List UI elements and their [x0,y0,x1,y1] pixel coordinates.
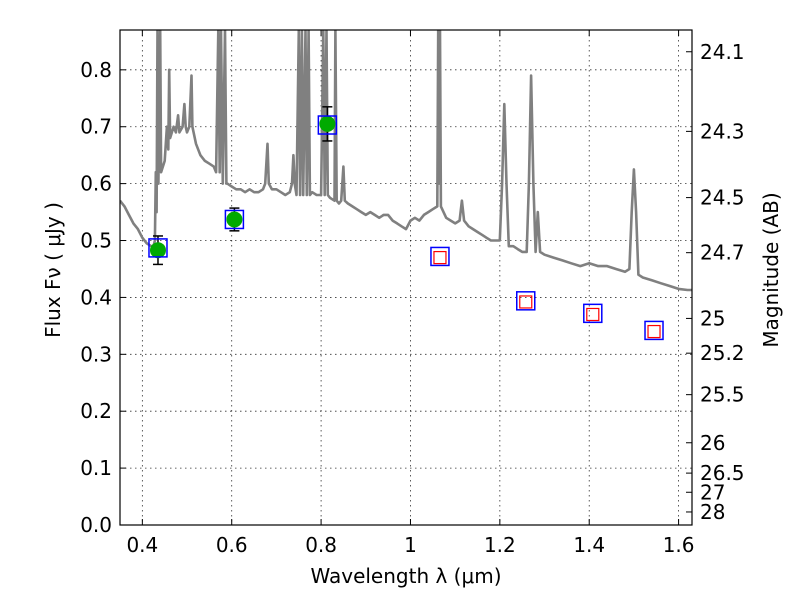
y-tick-label: 0.5 [80,229,112,253]
upper-limit-point [586,307,600,322]
observed-point [149,242,166,259]
y-tick-label: 0.8 [80,58,112,82]
model-photometry-point [430,246,450,267]
y2-axis-title: Magnitude (AB) [759,192,783,347]
x-tick-label: 0.8 [305,533,337,557]
grid-lines [120,30,692,526]
x-axis-ticks: 0.4 0.6 0.8 1 1.2 1.4 1.6 [126,30,695,557]
magnitude-tick-label: 26 [700,431,725,455]
y-tick-label: 0.6 [80,172,112,196]
y-tick-label: 0.3 [80,342,112,366]
upper-limit-point [519,295,533,309]
x-axis-title: Wavelength λ (μm) [310,564,501,588]
x-tick-label: 1.4 [573,533,605,557]
magnitude-tick-label: 24.1 [700,40,745,64]
y-tick-label: 0.2 [80,399,112,423]
plot-frame [119,29,693,526]
model-photometry-point [148,238,168,258]
magnitude-tick-label: 26.5 [700,461,745,485]
y-tick-label: 0.1 [80,456,112,480]
x-tick-label: 0.4 [126,533,158,557]
model-photometry-point [583,303,603,324]
magnitude-tick-label: 25.2 [700,341,745,365]
model-photometry-point [317,115,338,135]
observed-point [226,211,243,228]
magnitude-tick-label: 25.5 [700,383,745,407]
model-photometry-point [224,209,245,230]
model-spectrum-line [120,30,692,292]
x-tick-label: 1.2 [484,533,516,557]
y-tick-label: 0.0 [80,513,112,537]
magnitude-tick-label: 25 [700,306,725,330]
data-points [148,106,664,341]
y-axis-ticks: 0.0 0.1 0.2 0.3 0.4 0.5 0.6 0.7 0.8 [80,58,126,537]
y-tick-label: 0.7 [80,115,112,139]
magnitude-tick-label: 24.5 [700,186,745,210]
y-tick-label: 0.4 [80,285,112,309]
magnitude-tick-label: 28 [700,500,725,524]
magnitude-tick-label: 24.7 [700,241,745,265]
model-spectrum [120,30,692,292]
y-axis-title: Flux Fν ( μJy ) [41,202,65,338]
magnitude-tick-label: 24.3 [700,119,745,143]
x-tick-label: 1.6 [663,533,695,557]
magnitude-tick-label: 27 [700,480,725,504]
model-photometry-point [516,291,536,311]
x-tick-label: 1 [404,533,417,557]
upper-limit-point [647,324,661,339]
model-photometry-point [644,320,664,341]
upper-limit-point [433,250,447,265]
x-tick-label: 0.6 [216,533,248,557]
observed-point [319,115,336,132]
